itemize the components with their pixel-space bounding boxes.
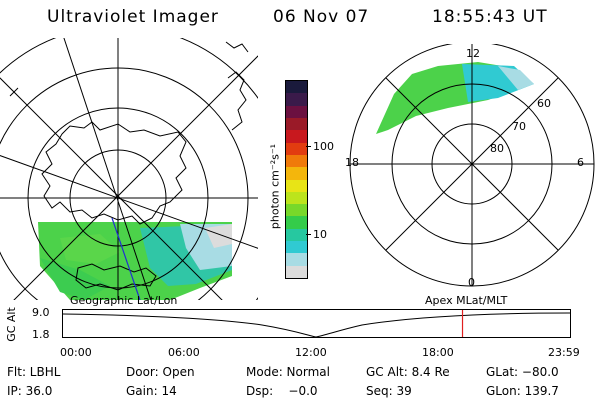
colorbar-band [286,117,307,131]
colorbar-band [286,253,307,266]
timeline-y-min: 1.8 [32,328,50,341]
colorbar-band [286,167,307,180]
colorbar-band [286,130,307,143]
orbit-altitude-plot [62,309,571,338]
subsolar-meridian [111,217,141,300]
instrument-title: Ultraviolet Imager [47,7,219,27]
timeline-tick-label: 06:00 [168,346,200,359]
colorbar-band [286,241,307,254]
aurora-swath-right [376,62,534,134]
colorbar-band [286,228,307,242]
mlat-label-70: 70 [512,120,526,133]
timeline-tick-label: 00:00 [60,346,92,359]
timeline-tick-label: 23:59 [548,346,580,359]
status-dsp: Dsp: −0.0 [246,384,318,398]
status-mode: Mode: Normal [246,365,330,379]
header-time: 18:55:43 UT [432,7,548,27]
colorbar-band [286,93,307,106]
geographic-caption: Geographic Lat/Lon [70,294,178,307]
colorbar-band [286,179,307,192]
mlt-label-dusk: 18 [345,156,359,169]
status-gc-alt: GC Alt: 8.4 Re [366,365,450,379]
colorbar-band [286,191,307,205]
aurora-swath-left [38,222,232,300]
colorbar-band [286,105,307,118]
status-glon: GLon: 139.7 [486,384,559,398]
status-glat: GLat: −80.0 [486,365,559,379]
mlat-label-80: 80 [490,142,504,155]
longitude-grid [0,38,258,300]
colorbar-band [286,81,307,94]
timeline-tick-label: 12:00 [295,346,327,359]
timeline-y-label: GC Alt [4,307,18,342]
timeline-tick-label: 18:00 [422,346,454,359]
geographic-map [0,38,258,300]
colorbar-tick [306,146,311,147]
colorbar-units-label: photon cm⁻²s⁻¹ [268,143,282,230]
status-ip: IP: 36.0 [7,384,53,398]
status-filter: Flt: LBHL [7,365,61,379]
magnetic-grid [349,44,595,287]
mlt-label-noon: 12 [466,47,480,60]
mlat-label-60: 60 [537,97,551,110]
magnetic-map [349,44,595,287]
colorbar-tick [306,234,311,235]
colorbar-band [286,204,307,217]
colorbar-tick-label: 100 [313,140,334,153]
mlt-label-dawn: 6 [577,156,584,169]
colorbar-tick-label: 10 [313,228,327,241]
timeline-y-max: 9.0 [32,306,50,319]
header-date: 06 Nov 07 [273,7,370,27]
mlt-label-midnight: 0 [468,276,475,289]
colorbar-band [286,154,307,168]
magnetic-caption: Apex MLat/MLT [425,294,508,307]
colorbar-band [286,216,307,229]
colorbar-band [286,142,307,155]
colorbar-band [286,265,307,278]
status-door: Door: Open [126,365,195,379]
status-gain: Gain: 14 [126,384,177,398]
status-seq: Seq: 39 [366,384,412,398]
colorbar [285,80,308,279]
